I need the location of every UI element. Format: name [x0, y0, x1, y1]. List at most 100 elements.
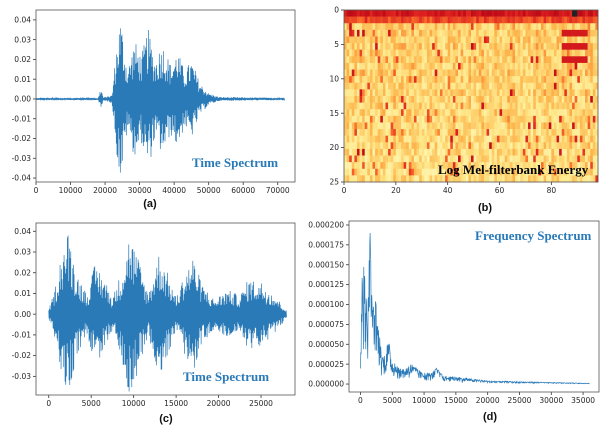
heatmap-cell — [496, 56, 500, 64]
heatmap-cell — [551, 175, 555, 183]
heatmap-cell — [372, 135, 376, 143]
annotation-c: Time Spectrum — [183, 369, 269, 384]
heatmap-cell — [522, 36, 526, 44]
heatmap-cell — [372, 29, 376, 37]
heatmap-cell — [476, 76, 480, 84]
heatmap-cell — [445, 155, 448, 163]
heatmap-cell — [382, 43, 386, 50]
heatmap-cell — [354, 69, 358, 77]
heatmap-cell — [455, 89, 459, 97]
heatmap-cell — [491, 89, 495, 97]
heatmap-cell — [471, 175, 474, 183]
heatmap-cell — [382, 115, 386, 123]
heatmap-cell — [579, 115, 583, 123]
heatmap-cell — [426, 62, 430, 70]
heatmap-cell — [486, 162, 490, 170]
heatmap-cell — [421, 43, 425, 50]
heatmap-cell — [458, 168, 461, 176]
heatmap-cell — [556, 168, 560, 176]
heatmap-cell — [419, 36, 423, 44]
heatmap-cell — [413, 115, 417, 123]
heatmap-cell — [398, 16, 402, 24]
heatmap-cell — [553, 115, 557, 123]
heatmap-cell — [442, 168, 446, 176]
heatmap-cell — [559, 36, 563, 44]
heatmap-cell — [432, 148, 436, 156]
heatmap-cell — [398, 175, 402, 183]
heatmap-cell — [349, 43, 353, 50]
heatmap-cell — [377, 162, 381, 170]
heatmap-cell — [369, 96, 373, 103]
heatmap-cell — [434, 56, 438, 64]
heatmap-cell — [496, 16, 500, 24]
heatmap-cell — [401, 129, 404, 136]
heatmap-cell — [548, 115, 552, 123]
heatmap-cell — [478, 76, 482, 84]
heatmap-cell — [548, 155, 552, 163]
heatmap-cell — [351, 16, 355, 24]
heatmap-cell — [395, 155, 399, 163]
heatmap-cell — [559, 23, 563, 31]
heatmap-cell — [421, 56, 425, 64]
heatmap-cell — [460, 175, 464, 183]
heatmap-cell — [556, 175, 560, 183]
heatmap-cell — [559, 109, 563, 117]
heatmap-cell — [372, 69, 376, 77]
heatmap-cell — [564, 82, 568, 90]
heatmap-cell — [380, 96, 384, 103]
annotation-d: Frequency Spectrum — [475, 228, 592, 243]
heatmap-cell — [515, 69, 518, 77]
heatmap-cell — [478, 82, 482, 90]
heatmap-cell — [569, 89, 573, 97]
heatmap-cell — [556, 49, 560, 57]
heatmap-cell — [439, 102, 443, 110]
heatmap-cell — [424, 129, 428, 136]
heatmap-cell — [344, 43, 347, 50]
heatmap-cell — [533, 69, 537, 77]
heatmap-cell — [437, 135, 441, 143]
heatmap-cell — [398, 56, 402, 64]
heatmap-cell — [393, 96, 397, 103]
heatmap-cell — [429, 36, 433, 44]
heatmap-cell — [372, 36, 376, 44]
heatmap-cell — [556, 82, 560, 90]
heatmap-cell — [530, 115, 534, 123]
heatmap-cell — [476, 43, 480, 50]
heatmap-cell — [445, 122, 448, 130]
heatmap-cell — [540, 56, 544, 64]
heatmap-cell — [434, 135, 438, 143]
heatmap-cell — [553, 62, 557, 70]
heatmap-cell — [566, 162, 570, 170]
heatmap-cell — [375, 89, 378, 97]
heatmap-cell — [351, 29, 355, 37]
heatmap-cell — [346, 129, 350, 136]
heatmap-cell — [395, 102, 399, 110]
heatmap-cell — [556, 102, 560, 110]
heatmap-cell — [530, 76, 534, 84]
heatmap-cell — [585, 115, 588, 123]
heatmap-cell — [595, 89, 599, 97]
heatmap-cell — [582, 43, 586, 50]
heatmap-cell — [486, 148, 490, 156]
heatmap-cell — [587, 102, 591, 110]
heatmap-cell — [471, 29, 474, 37]
heatmap-cell — [395, 142, 399, 150]
y-tick-label: 0.03 — [14, 35, 31, 44]
heatmap-cell — [491, 109, 495, 117]
heatmap-cell — [372, 168, 376, 176]
heatmap-cell — [512, 36, 516, 44]
heatmap-cell — [416, 115, 420, 123]
heatmap-cell — [471, 142, 474, 150]
heatmap-cell — [346, 49, 350, 57]
heatmap-cell — [356, 142, 360, 150]
heatmap-cell — [564, 135, 568, 143]
heatmap-cell — [398, 129, 402, 136]
heatmap-cell — [413, 69, 417, 77]
heatmap-cell — [362, 16, 366, 24]
heatmap-cell — [546, 129, 550, 136]
heatmap-cell — [525, 155, 529, 163]
heatmap-cell — [362, 142, 366, 150]
heatmap-cell — [512, 56, 516, 64]
heatmap-cell — [517, 56, 521, 64]
heatmap-cell — [486, 135, 490, 143]
